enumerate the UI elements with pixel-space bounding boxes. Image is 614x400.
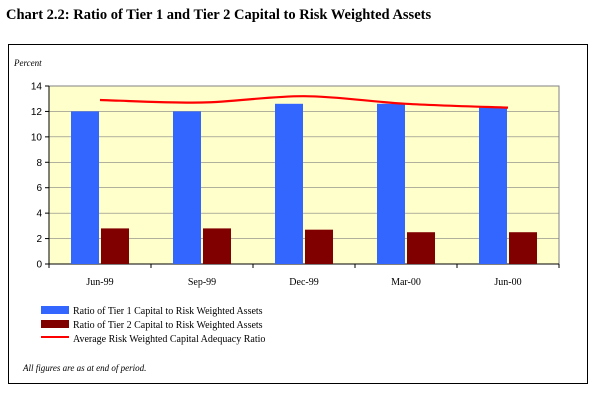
legend-label-tier2: Ratio of Tier 2 Capital to Risk Weighted… (73, 320, 263, 331)
legend: Ratio of Tier 1 Capital to Risk Weighted… (41, 306, 265, 345)
x-axis-ticks: Jun-99 Sep-99 Dec-99 Mar-00 Jun-00 (48, 264, 560, 288)
y-axis-label: Percent (13, 58, 42, 68)
avg-line (99, 95, 509, 109)
x-tick-label: Jun-00 (494, 277, 521, 288)
y-axis-ticks: 0 2 4 6 8 10 12 14 (31, 82, 559, 271)
legend-label-tier1: Ratio of Tier 1 Capital to Risk Weighted… (73, 306, 263, 317)
y-tick-label: 6 (36, 183, 42, 194)
bar-tier1 (377, 103, 405, 264)
bar-tier1 (71, 111, 99, 264)
x-tick-label: Jun-99 (86, 277, 113, 288)
y-tick-label: 12 (31, 107, 43, 118)
plot-area (48, 85, 560, 265)
y-tick-label: 8 (36, 158, 42, 169)
x-tick-label: Dec-99 (289, 277, 318, 288)
bar-tier1 (173, 111, 201, 264)
x-tick-label: Sep-99 (188, 277, 216, 288)
bar-tier2 (203, 228, 231, 264)
y-tick-label: 14 (31, 82, 43, 93)
bar-tier1 (275, 103, 303, 264)
y-tick-label: 4 (36, 209, 42, 220)
legend-swatch-tier1 (41, 306, 69, 314)
y-tick-label: 0 (36, 260, 42, 271)
legend-label-avg: Average Risk Weighted Capital Adequacy R… (73, 334, 265, 345)
bars (71, 103, 537, 264)
x-tick-label: Mar-00 (391, 277, 421, 288)
avg-car-line (99, 95, 509, 109)
bar-tier2 (305, 229, 333, 264)
bar-tier2 (509, 232, 537, 264)
footnote: All figures are as at end of period. (22, 363, 146, 373)
y-tick-label: 10 (31, 132, 43, 143)
bar-tier1 (479, 107, 507, 264)
bar-tier2 (407, 232, 435, 264)
chart-title: Chart 2.2: Ratio of Tier 1 and Tier 2 Ca… (6, 7, 432, 23)
legend-swatch-tier2 (41, 320, 69, 328)
gridlines (49, 111, 559, 239)
chart-frame: 0 2 4 6 8 10 12 14 Jun-99 Sep-99 Dec-99 Mar-00 Jun-… (8, 44, 588, 384)
bar-tier2 (101, 228, 129, 264)
y-tick-label: 2 (36, 234, 42, 245)
